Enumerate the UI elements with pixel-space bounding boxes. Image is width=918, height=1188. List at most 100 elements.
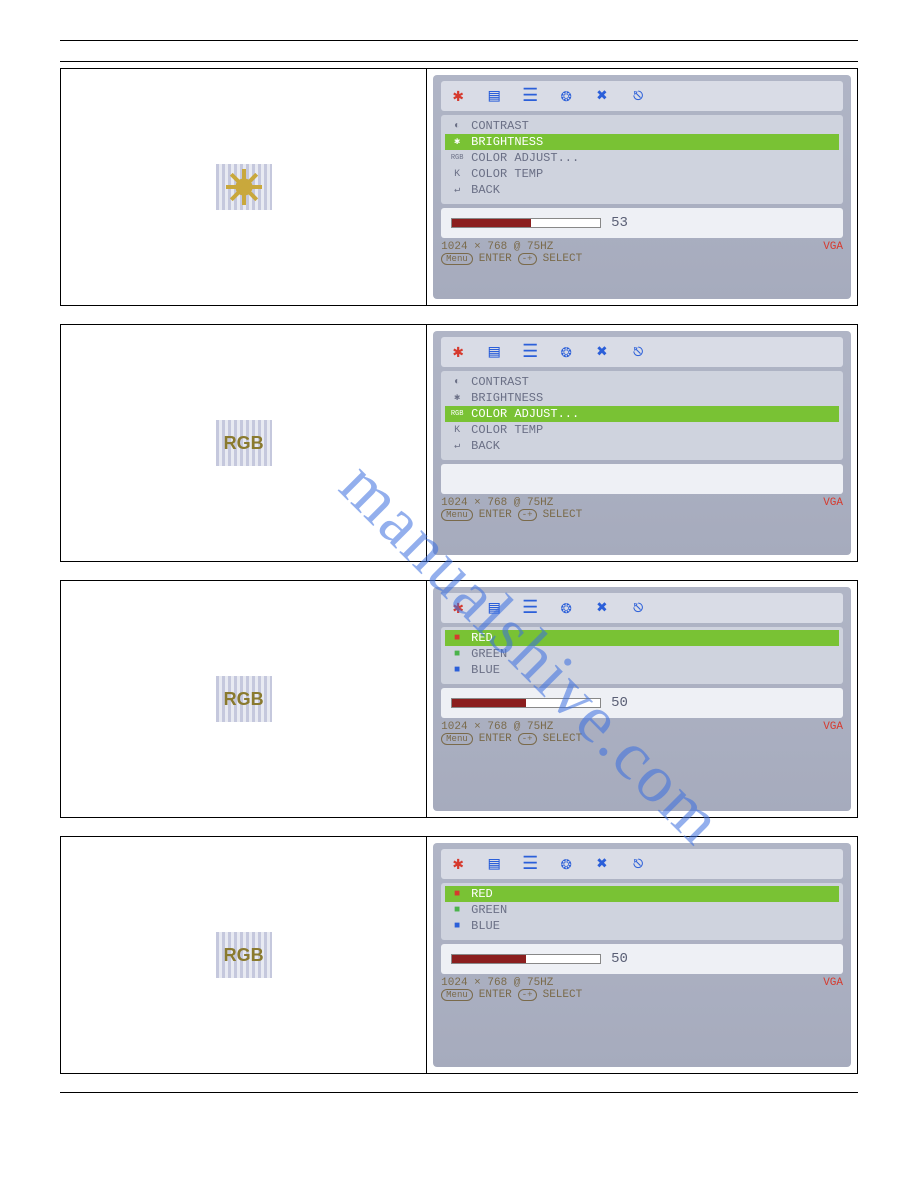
osd-menu-button[interactable]: Menu xyxy=(441,509,473,521)
globe-tab[interactable]: ❂ xyxy=(555,341,577,363)
osd-menu-item[interactable]: ■GREEN xyxy=(445,902,839,918)
menu-item-icon: ◐ xyxy=(449,377,465,388)
osd-menu-list: ◐CONTRAST✱BRIGHTNESSRGBCOLOR ADJUST... KC… xyxy=(441,115,843,204)
osd-resolution: 1024 × 768 @ 75HZ xyxy=(441,721,553,733)
panel-left: RGB xyxy=(61,581,427,817)
osd-menu-button[interactable]: Menu xyxy=(441,253,473,265)
menu-item-label: BLUE xyxy=(471,919,500,933)
osd-menu-button[interactable]: Menu xyxy=(441,733,473,745)
osd-select-button[interactable]: -+ xyxy=(518,989,537,1001)
panel-row: RGB ✱ ▤ ☰ ❂ ✖ ⎋ ■ RED■GREEN ■ BLUE 50 1024 × 768 @ 7… xyxy=(60,580,858,818)
menu-item-icon: ↵ xyxy=(449,184,465,196)
menu-tab[interactable]: ☰ xyxy=(519,85,541,107)
osd-enter-label: ENTER xyxy=(479,509,512,521)
menu-item-icon: ■ xyxy=(449,665,465,676)
globe-tab[interactable]: ❂ xyxy=(555,85,577,107)
menu-item-label: RED xyxy=(471,887,493,901)
osd-slider[interactable] xyxy=(451,218,601,228)
osd-footer: 1024 × 768 @ 75HZVGAMenuENTER-+SELECT xyxy=(441,238,843,265)
panel-right: ✱▤☰❂✖⎋■RED■GREEN■BLUE501024 × 768 @ 75HZ… xyxy=(427,837,857,1073)
osd-resolution: 1024 × 768 @ 75HZ xyxy=(441,241,553,253)
tools-tab[interactable]: ✖ xyxy=(591,853,613,875)
menu-item-label: COLOR TEMP xyxy=(471,423,543,437)
tools-tab[interactable]: ✖ xyxy=(591,597,613,619)
table-top-rule xyxy=(60,61,858,62)
menu-item-label: RED xyxy=(471,631,493,645)
osd-slider-fill xyxy=(452,955,526,963)
menu-item-icon: RGB xyxy=(449,154,465,162)
osd-select-label: SELECT xyxy=(543,989,583,1001)
osd-slider-value: 50 xyxy=(611,951,628,967)
osd-select-button[interactable]: -+ xyxy=(518,733,537,745)
osd-enter-label: ENTER xyxy=(479,989,512,1001)
exit-tab[interactable]: ⎋ xyxy=(627,597,649,619)
osd-menu-item[interactable]: ■ RED xyxy=(445,630,839,646)
menu-item-icon: K xyxy=(449,169,465,180)
menu-tab[interactable]: ☰ xyxy=(519,597,541,619)
osd-panel: ✱ ▤ ☰ ❂ ✖ ⎋ ◐CONTRAST✱BRIGHTNESSRGBCOLOR ADJUS… xyxy=(433,75,851,299)
brightness-tab[interactable]: ✱ xyxy=(447,85,469,107)
menu-item-icon: ■ xyxy=(449,633,465,644)
osd-select-button[interactable]: -+ xyxy=(518,253,537,265)
menu-item-icon: K xyxy=(449,425,465,436)
image-tab[interactable]: ▤ xyxy=(483,597,505,619)
osd-menu-item[interactable]: ✱BRIGHTNESS xyxy=(445,390,839,406)
osd-menu-item[interactable]: ■ RED xyxy=(445,886,839,902)
panel-rows: ✱▤☰❂✖⎋◐CONTRAST✱BRIGHTNESSRGBCOLOR ADJUS… xyxy=(60,68,858,1074)
osd-menu-item[interactable]: ↵BACK xyxy=(445,182,839,198)
brightness-icon xyxy=(216,164,272,210)
menu-item-icon: ✱ xyxy=(449,392,465,404)
menu-item-icon: ■ xyxy=(449,905,465,916)
osd-menu-item[interactable]: ■ BLUE xyxy=(445,662,839,678)
osd-menu-item[interactable]: ✱BRIGHTNESS xyxy=(445,134,839,150)
osd-menu-item[interactable]: ◐CONTRAST xyxy=(445,118,839,134)
osd-menu-item[interactable]: ■GREEN xyxy=(445,646,839,662)
osd-value-bar-area: 53 xyxy=(441,208,843,238)
osd-menu-item[interactable]: RGBCOLOR ADJUST... xyxy=(445,150,839,166)
brightness-tab[interactable]: ✱ xyxy=(447,597,469,619)
tools-tab[interactable]: ✖ xyxy=(591,85,613,107)
osd-slider[interactable] xyxy=(451,954,601,964)
brightness-tab[interactable]: ✱ xyxy=(447,341,469,363)
image-tab[interactable]: ▤ xyxy=(483,85,505,107)
menu-item-icon: ◐ xyxy=(449,121,465,132)
menu-item-label: COLOR TEMP xyxy=(471,167,543,181)
osd-slider[interactable] xyxy=(451,698,601,708)
osd-value-bar-area: 50 xyxy=(441,688,843,718)
panel-row: RGB✱▤☰❂✖⎋◐CONTRAST✱BRIGHTNESSRGBCOLOR AD… xyxy=(60,324,858,562)
osd-menu-item[interactable]: ◐CONTRAST xyxy=(445,374,839,390)
menu-item-icon: ■ xyxy=(449,889,465,900)
menu-tab[interactable]: ☰ xyxy=(519,341,541,363)
osd-tab-bar: ✱ ▤ ☰ ❂ ✖ ⎋ xyxy=(441,849,843,879)
image-tab[interactable]: ▤ xyxy=(483,853,505,875)
panel-row: ✱ ▤ ☰ ❂ ✖ ⎋ ◐CONTRAST✱BRIGHTNESSRGBCOLOR ADJUS… xyxy=(60,68,858,306)
osd-menu-item[interactable]: ↵BACK xyxy=(445,438,839,454)
osd-menu-item[interactable]: ■BLUE xyxy=(445,918,839,934)
osd-menu-button[interactable]: Menu xyxy=(441,989,473,1001)
globe-tab[interactable]: ❂ xyxy=(555,853,577,875)
osd-slider-value: 50 xyxy=(611,695,628,711)
osd-tab-bar: ✱ ▤ ☰ ❂ ✖ ⎋ xyxy=(441,81,843,111)
osd-select-button[interactable]: -+ xyxy=(518,509,537,521)
osd-menu-list: ■ RED■GREEN ■ BLUE xyxy=(441,627,843,684)
panel-right: ✱ ▤ ☰ ❂ ✖ ⎋ ◐CONTRAST✱BRIGHTNESSRGBCOLOR ADJUS… xyxy=(427,325,857,561)
osd-menu-list: ◐CONTRAST✱BRIGHTNESSRGBCOLOR ADJUST... KC… xyxy=(441,371,843,460)
osd-select-label: SELECT xyxy=(543,253,583,265)
osd-tab-bar: ✱ ▤ ☰ ❂ ✖ ⎋ xyxy=(441,593,843,623)
osd-menu-item[interactable]: RGBCOLOR ADJUST... xyxy=(445,406,839,422)
menu-tab[interactable]: ☰ xyxy=(519,853,541,875)
footer-rule xyxy=(60,1092,858,1093)
tools-tab[interactable]: ✖ xyxy=(591,341,613,363)
osd-enter-label: ENTER xyxy=(479,253,512,265)
osd-footer: 1024 × 768 @ 75HZVGAMenuENTER-+SELECT xyxy=(441,494,843,521)
osd-menu-item[interactable]: K COLOR TEMP xyxy=(445,166,839,182)
osd-resolution: 1024 × 768 @ 75HZ xyxy=(441,497,553,509)
brightness-tab[interactable]: ✱ xyxy=(447,853,469,875)
exit-tab[interactable]: ⎋ xyxy=(627,85,649,107)
globe-tab[interactable]: ❂ xyxy=(555,597,577,619)
osd-menu-item[interactable]: K COLOR TEMP xyxy=(445,422,839,438)
exit-tab[interactable]: ⎋ xyxy=(627,341,649,363)
menu-item-label: BLUE xyxy=(471,663,500,677)
image-tab[interactable]: ▤ xyxy=(483,341,505,363)
exit-tab[interactable]: ⎋ xyxy=(627,853,649,875)
